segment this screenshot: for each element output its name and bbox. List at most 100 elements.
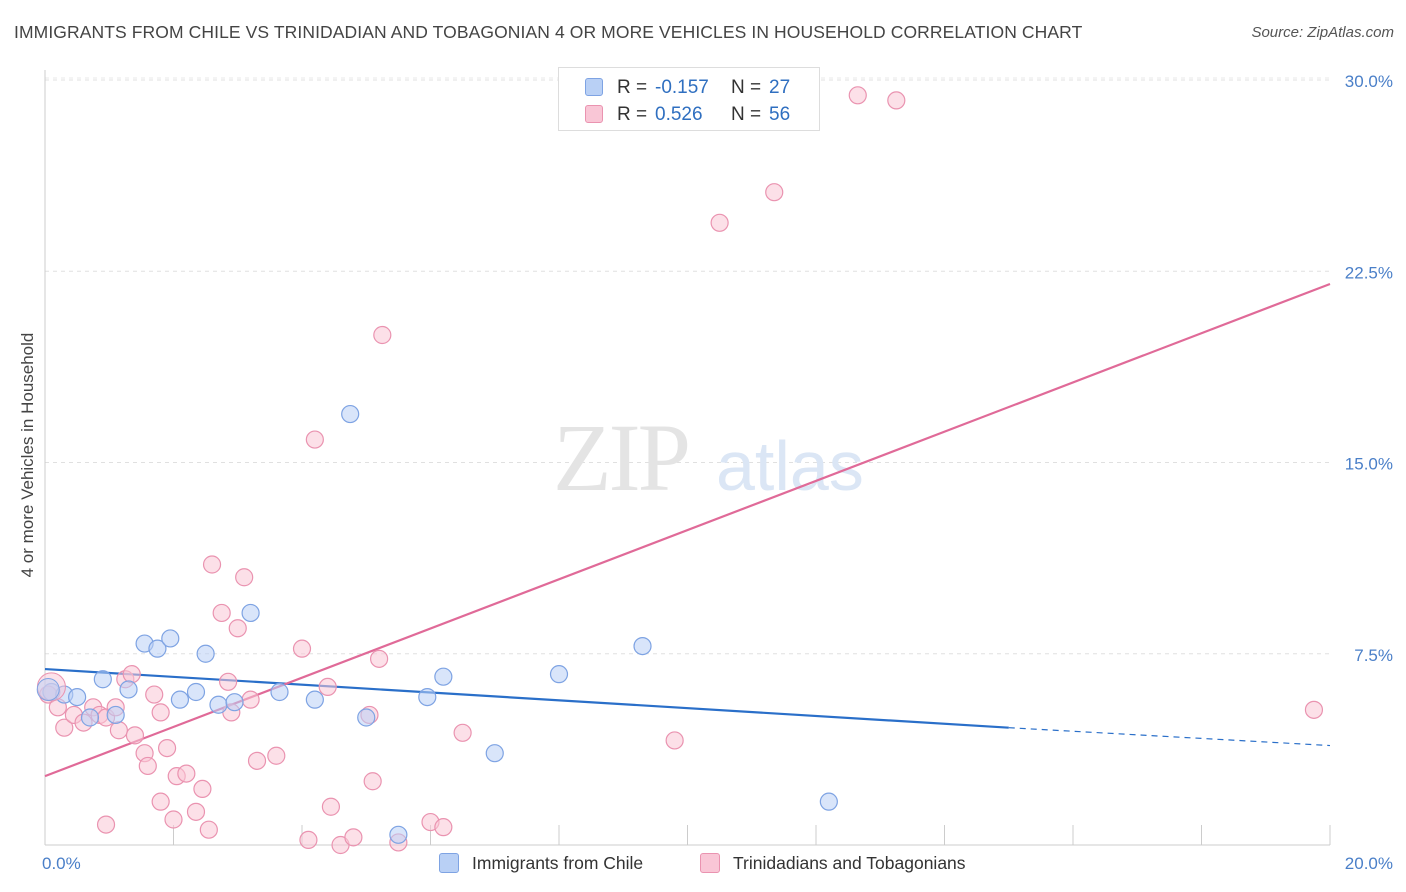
n-label: N = — [731, 77, 762, 98]
data-point — [357, 708, 376, 727]
data-point — [344, 828, 363, 847]
watermark-zip: ZIP — [553, 404, 688, 511]
data-point — [199, 820, 218, 839]
data-point — [106, 705, 125, 725]
data-point — [219, 672, 238, 691]
data-point — [710, 213, 729, 232]
data-point — [305, 430, 324, 449]
trend-line-trinidad — [44, 282, 1331, 778]
chart-title: IMMIGRANTS FROM CHILE VS TRINIDADIAN AND… — [14, 22, 1083, 42]
data-point — [633, 636, 652, 656]
data-point — [151, 792, 170, 811]
data-point — [202, 555, 222, 574]
data-point — [80, 708, 100, 727]
series-trinidad — [39, 86, 1324, 855]
y-tick-label: 15.0% — [1345, 455, 1393, 474]
legend-swatch-trinidad — [700, 853, 720, 873]
x-tick-label-max: 20.0% — [1345, 854, 1393, 873]
data-point — [186, 682, 206, 702]
data-point — [434, 818, 453, 837]
data-point — [370, 649, 389, 668]
data-point — [235, 568, 254, 587]
data-points — [36, 86, 1324, 855]
stats-swatch-trinidad — [585, 105, 603, 123]
data-point — [321, 797, 341, 816]
data-point — [1304, 700, 1324, 719]
data-point — [193, 779, 212, 799]
tick-labels: 7.5% 15.0% 22.5% 30.0% 0.0% 20.0% — [42, 72, 1393, 873]
data-point — [186, 802, 206, 821]
data-point — [549, 665, 569, 684]
stats-box: R = -0.157 N = 27 R = 0.526 N = 56 — [558, 67, 820, 131]
data-point — [241, 690, 260, 709]
r-value: -0.157 — [655, 77, 709, 98]
data-point — [145, 685, 164, 704]
y-axis-label: 4 or more Vehicles in Household — [18, 332, 37, 578]
watermark-atlas: atlas — [716, 427, 864, 505]
legend: Immigrants from Chile Trinidadians and T… — [0, 852, 1406, 876]
data-point — [228, 619, 247, 638]
data-point — [196, 644, 215, 663]
data-point — [122, 665, 141, 684]
data-point — [292, 639, 312, 658]
data-point — [157, 738, 177, 758]
data-point — [93, 670, 112, 689]
data-point — [363, 772, 382, 791]
data-point — [125, 726, 145, 745]
data-point — [341, 404, 360, 424]
watermark: ZIP atlas — [553, 404, 864, 511]
data-point — [119, 680, 138, 699]
data-point — [373, 325, 392, 345]
data-point — [270, 682, 289, 702]
data-point — [212, 603, 231, 623]
data-point — [55, 718, 74, 737]
r-value: 0.526 — [655, 104, 703, 125]
data-point — [485, 744, 504, 763]
data-point — [161, 629, 180, 648]
data-point — [241, 603, 260, 623]
data-point — [765, 183, 784, 202]
stats-swatch-chile — [585, 78, 603, 96]
stats-row-chile: R = -0.157 N = 27 — [559, 73, 819, 101]
data-point — [887, 91, 906, 110]
legend-label-chile: Immigrants from Chile — [472, 853, 644, 873]
trend-lines — [44, 282, 1331, 778]
data-point — [389, 825, 408, 844]
data-point — [267, 746, 286, 765]
legend-swatch-chile — [439, 853, 459, 873]
x-tick-label-min: 0.0% — [42, 854, 81, 873]
y-tick-label: 7.5% — [1354, 646, 1393, 665]
stats-row-trinidad: R = 0.526 N = 56 — [559, 100, 819, 128]
y-tick-label: 22.5% — [1345, 263, 1393, 282]
n-value: 56 — [769, 104, 791, 125]
data-point — [848, 86, 867, 105]
data-point — [164, 810, 183, 829]
data-point — [68, 687, 87, 707]
data-point — [819, 792, 838, 811]
n-value: 27 — [769, 77, 791, 98]
trend-line-chile-extension — [1008, 727, 1331, 747]
r-label: R = — [617, 77, 648, 98]
axes — [44, 70, 1331, 846]
data-point — [148, 639, 167, 658]
data-point — [109, 721, 128, 740]
data-point — [434, 667, 453, 686]
data-point — [418, 687, 437, 707]
data-point — [96, 815, 116, 834]
data-point — [209, 695, 228, 714]
data-point — [151, 703, 170, 722]
data-point — [305, 690, 324, 709]
data-point — [170, 690, 190, 709]
source-label: Source: ZipAtlas.com — [1251, 24, 1394, 41]
data-point — [453, 723, 472, 742]
data-point — [318, 677, 337, 697]
grid-lines — [45, 77, 1330, 655]
r-label: R = — [617, 104, 648, 125]
data-point — [247, 751, 267, 770]
data-point-cluster — [36, 677, 60, 701]
data-point — [177, 764, 196, 783]
legend-label-trinidad: Trinidadians and Tobagonians — [733, 853, 966, 873]
y-tick-label: 30.0% — [1345, 72, 1393, 91]
trend-line-chile — [44, 667, 1009, 729]
